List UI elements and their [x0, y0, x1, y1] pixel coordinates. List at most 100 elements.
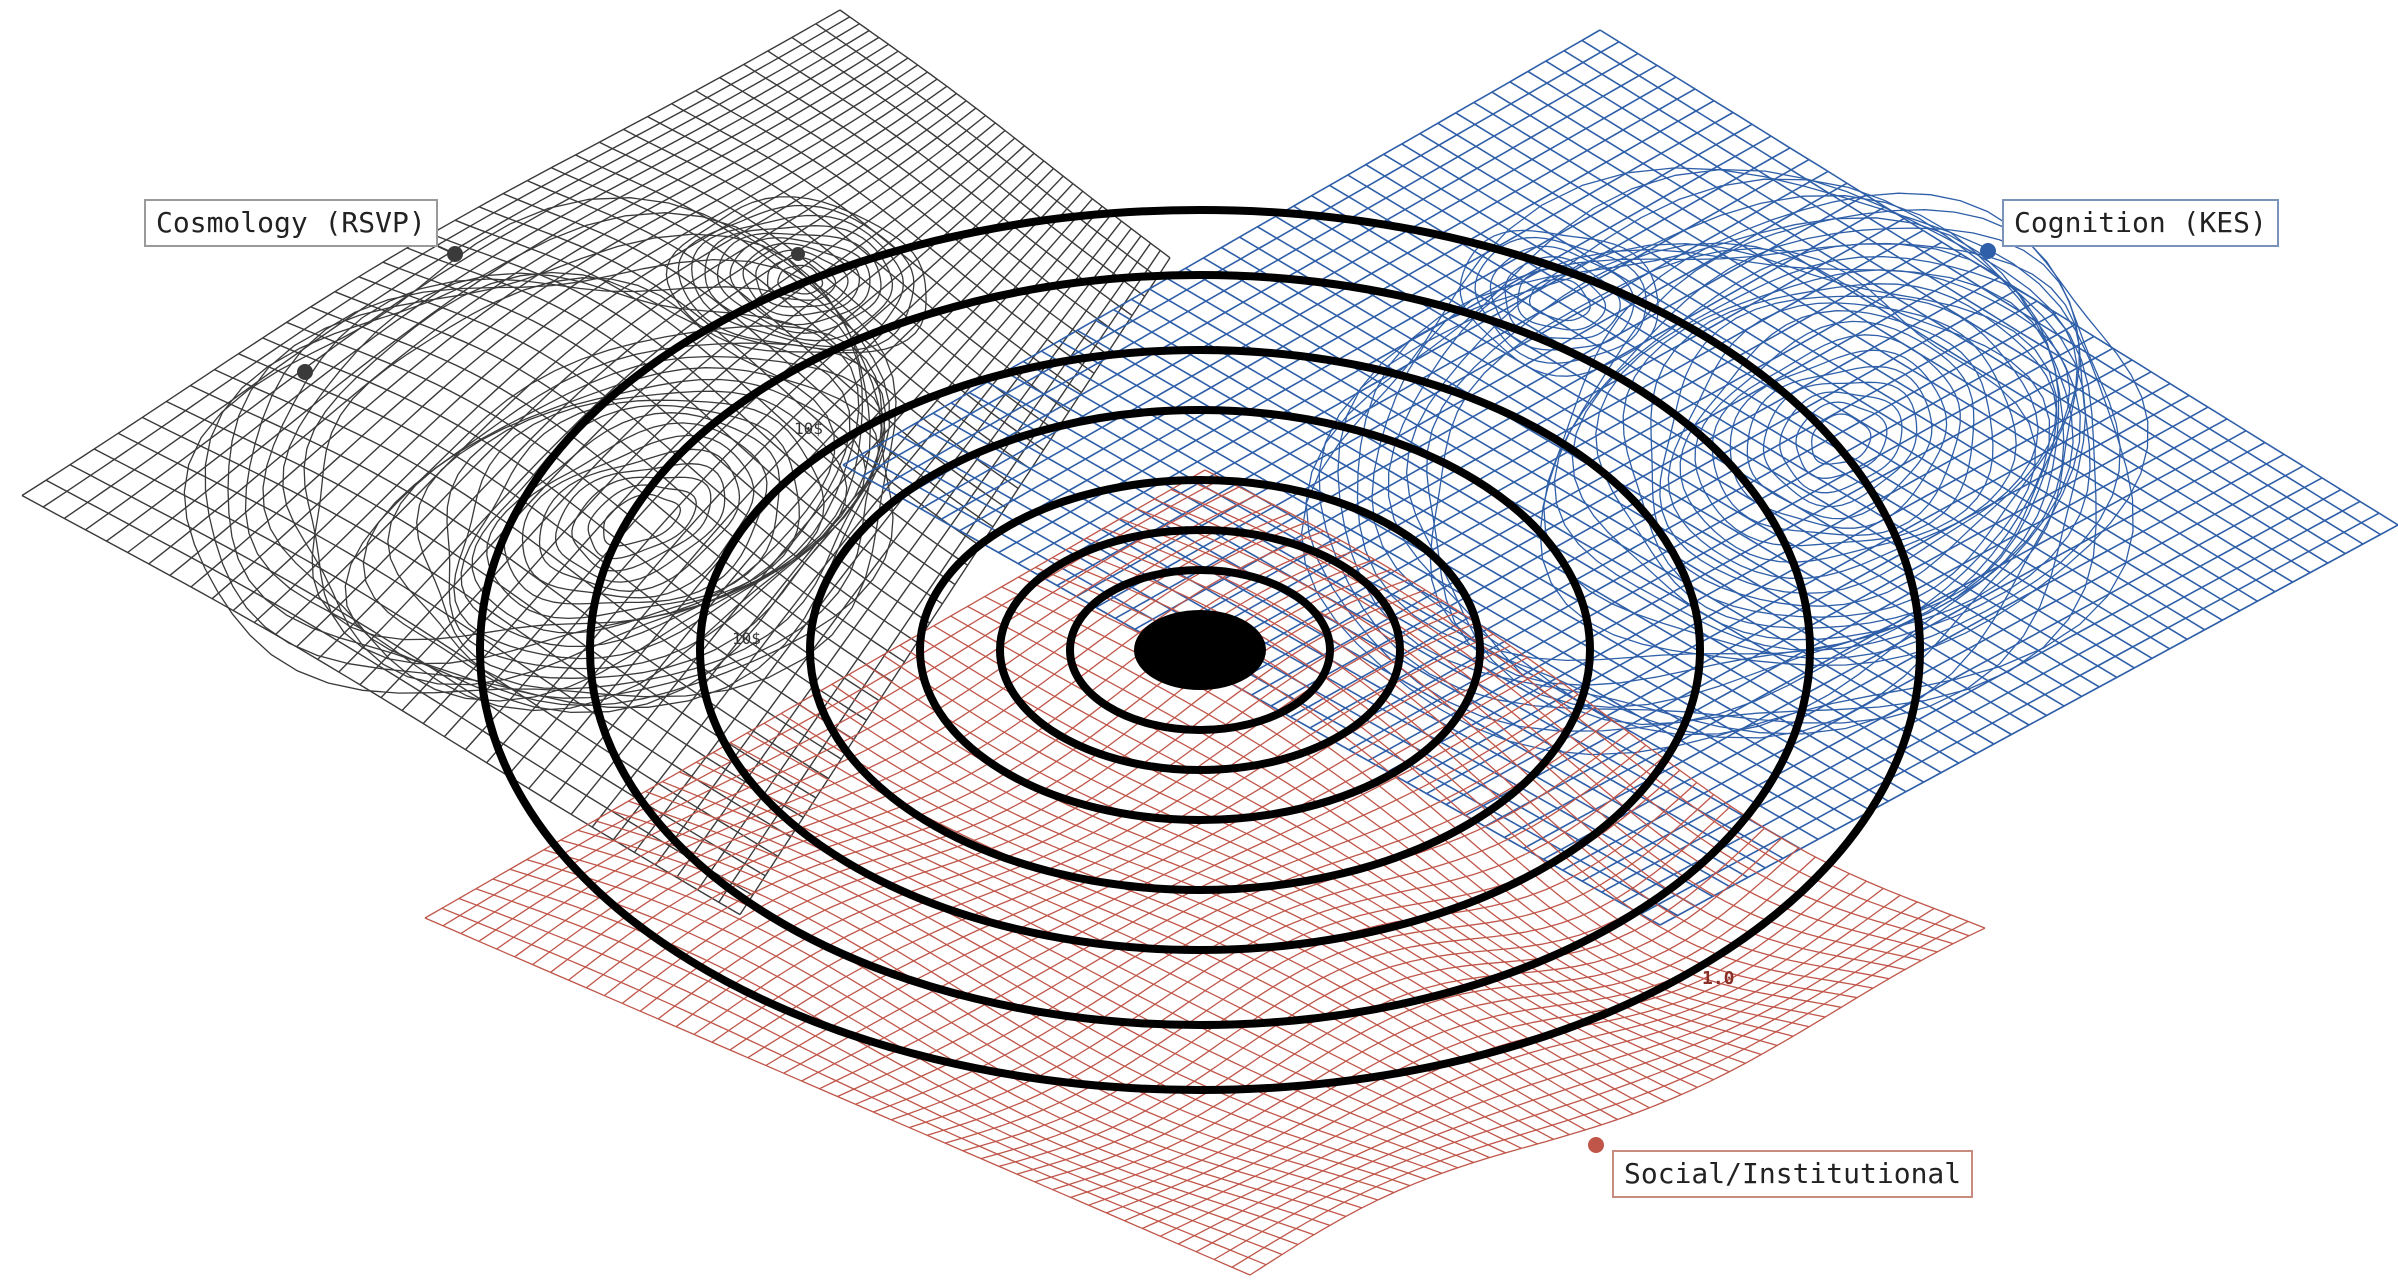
contour-line — [1746, 365, 1933, 520]
contour-line — [387, 355, 886, 690]
grid-line — [633, 220, 1123, 853]
grid-line — [612, 213, 1113, 841]
grid-line — [839, 9, 1171, 259]
grid-line — [1249, 927, 1986, 1276]
contour-line — [1371, 243, 2065, 736]
contour-line — [1571, 242, 2080, 641]
grid-line — [1309, 312, 2057, 729]
grid-line — [1213, 914, 1952, 1261]
grid-line — [1160, 894, 1901, 1237]
grid-line — [980, 805, 1732, 1160]
grid-line — [1195, 907, 1935, 1253]
ring — [696, 346, 1704, 954]
grid-line — [967, 605, 1762, 1056]
contour-line — [1356, 217, 2074, 739]
contour-line — [244, 258, 871, 712]
contour-line — [1504, 256, 1621, 340]
ring — [1066, 566, 1334, 734]
contour-line — [227, 233, 882, 714]
contour-line — [446, 378, 867, 670]
cognition-label: Cognition (KES) — [2002, 199, 2279, 247]
grid-line — [1659, 524, 2398, 926]
grid-line — [1070, 856, 1816, 1199]
grid-line — [873, 731, 1630, 1113]
cosmology-peak-marker-icon — [791, 247, 805, 261]
grid-line — [647, 115, 1070, 413]
grid-line — [899, 644, 1698, 1088]
contour-line — [1595, 255, 2078, 629]
grid-line — [882, 654, 1682, 1096]
contour-line — [311, 277, 836, 641]
grid-line — [1106, 873, 1850, 1214]
grid-line — [1562, 465, 2304, 871]
contour-line — [755, 249, 849, 308]
grid-line — [1491, 91, 2294, 583]
contour-line — [704, 225, 894, 342]
concentric-rings — [476, 206, 1924, 1094]
grid-line — [274, 92, 957, 636]
grid-line — [475, 888, 1299, 1246]
contour-line — [1429, 247, 2037, 662]
cosmology-label: Cosmology (RSVP) — [144, 199, 438, 247]
contour-line — [453, 390, 848, 660]
grid-line — [1069, 547, 1858, 999]
contour-line — [1553, 227, 2091, 651]
grid-line — [671, 103, 1082, 394]
ring — [916, 476, 1484, 824]
grid-line — [1204, 469, 1986, 929]
grid-line — [855, 719, 1613, 1105]
grid-line — [1542, 453, 2285, 861]
grid-line — [1563, 50, 2364, 545]
contour-line — [1405, 243, 2058, 709]
contour-line — [538, 448, 741, 592]
grid-line — [464, 160, 1045, 751]
grid-line — [1601, 488, 2342, 893]
contour-line — [1762, 381, 1918, 508]
grid-line — [729, 742, 1538, 1145]
contour-line — [1337, 195, 2081, 735]
social-label: Social/Institutional — [1612, 1150, 1974, 1198]
grid-line — [422, 145, 1025, 724]
contour-line — [1387, 248, 2060, 726]
contour-line — [603, 493, 682, 547]
contour-line — [183, 197, 897, 698]
contour-line — [303, 271, 851, 665]
cosmology-sheet — [21, 9, 1171, 916]
contour-line — [1474, 236, 1647, 364]
social-marker-icon — [1588, 1137, 1604, 1153]
ring — [806, 406, 1594, 894]
grid-line — [719, 77, 1108, 355]
contour-line — [1779, 391, 1903, 494]
grid-line — [1620, 500, 2361, 904]
grid-line — [1347, 174, 2153, 659]
grid-line — [1052, 847, 1799, 1191]
contour-line — [521, 434, 755, 599]
grid-line — [1257, 226, 2065, 707]
contour-line — [262, 278, 864, 702]
ring — [586, 271, 1814, 1029]
ring — [996, 526, 1404, 774]
grid-line — [1348, 335, 2095, 751]
contour-line — [742, 242, 861, 317]
contour-line — [716, 232, 882, 334]
contour-annotation: 10$ — [732, 629, 761, 648]
contour-annotation: 10$ — [794, 419, 823, 438]
grid-line — [767, 50, 1133, 317]
grid-line — [865, 664, 1666, 1102]
grid-line — [486, 168, 1054, 764]
contour-line — [503, 422, 768, 605]
contour-line — [1679, 310, 1994, 563]
grid-line — [791, 36, 1146, 297]
grid-line — [549, 190, 1084, 802]
grid-line — [1177, 901, 1918, 1245]
grid-line — [984, 596, 1778, 1047]
grid-line — [815, 23, 1158, 278]
grid-line — [1034, 837, 1782, 1183]
grid-line — [1136, 508, 1922, 962]
grid-line — [169, 57, 909, 576]
grid-line — [551, 167, 1019, 489]
contour-line — [777, 264, 824, 295]
contour-line — [1795, 401, 1888, 479]
